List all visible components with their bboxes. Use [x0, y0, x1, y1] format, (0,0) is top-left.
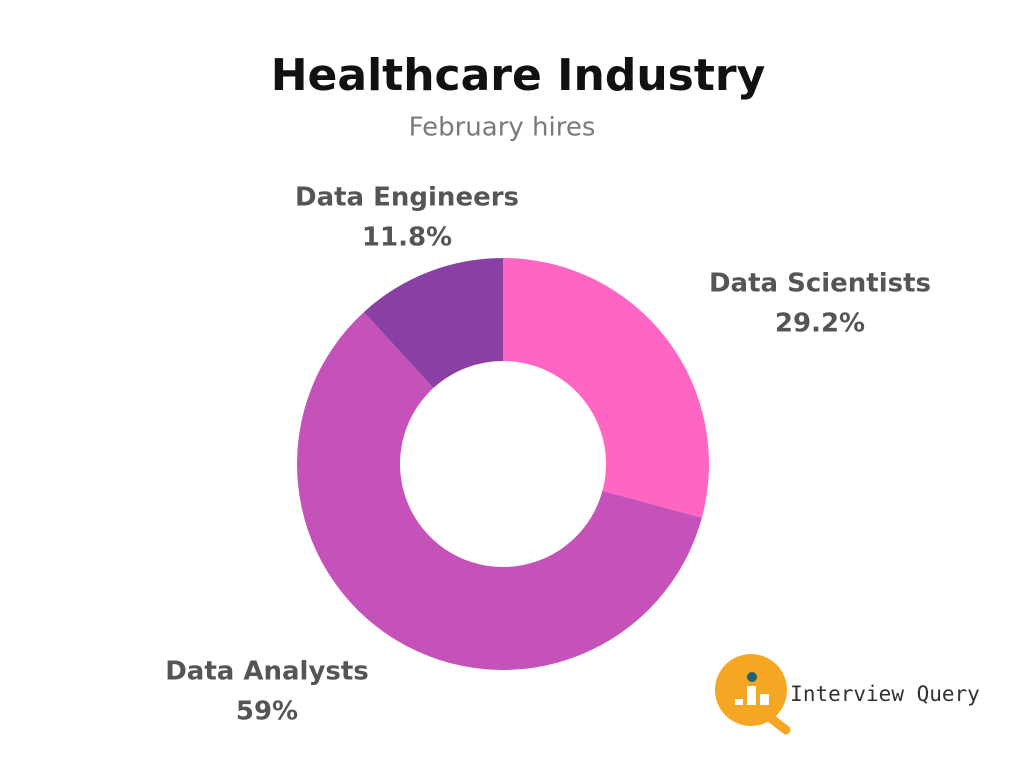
donut-segment	[503, 258, 709, 518]
segment-label: Data Analysts	[165, 657, 369, 687]
logo-bar	[760, 694, 769, 705]
segment-label: Data Scientists	[709, 269, 931, 299]
logo-text: Interview Query	[790, 682, 980, 706]
chart-title: Healthcare Industry	[271, 50, 766, 101]
logo-bar	[735, 699, 743, 705]
donut-segment	[363, 258, 503, 389]
segment-label: Data Engineers	[295, 183, 519, 213]
value-label: 11.8%	[362, 223, 452, 253]
logo-bar	[747, 686, 756, 705]
value-label: 59%	[236, 697, 298, 727]
value-label: 29.2%	[775, 309, 865, 339]
logo-dot	[747, 672, 757, 682]
chart-subtitle: February hires	[409, 113, 596, 143]
logo	[715, 654, 791, 735]
donut-segment	[297, 312, 702, 671]
